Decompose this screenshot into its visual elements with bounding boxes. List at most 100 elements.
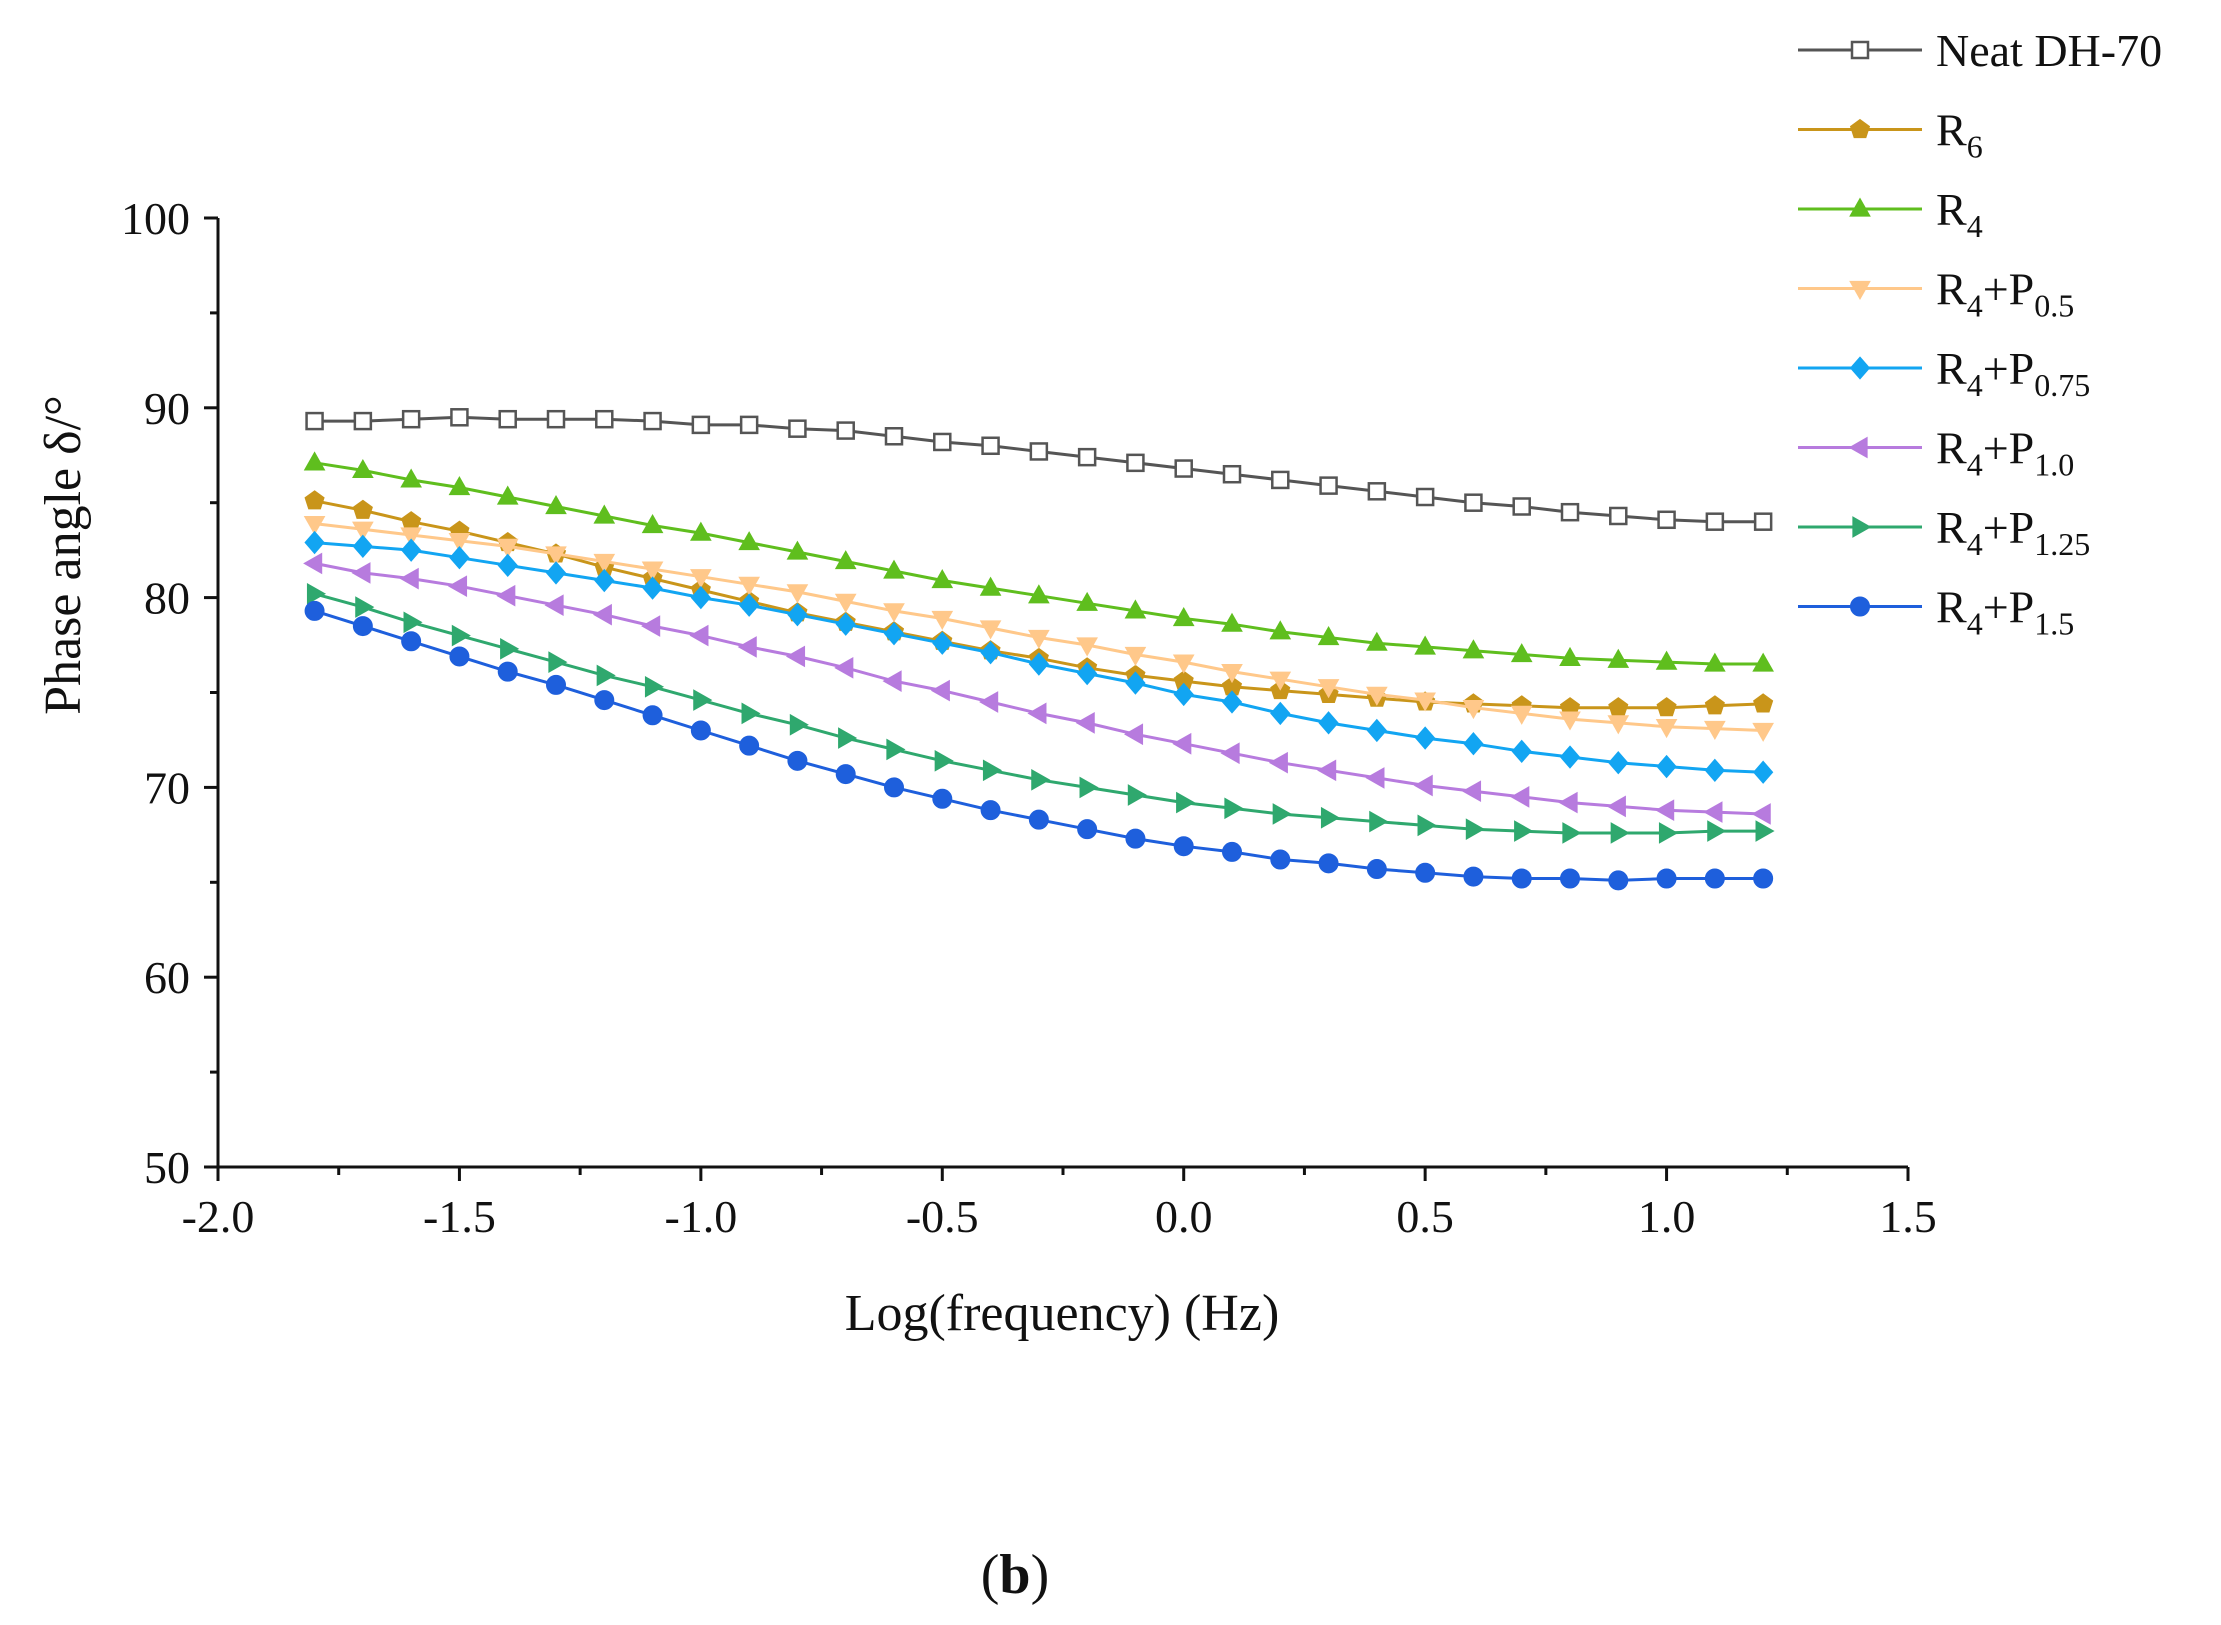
data-point [787,602,808,627]
data-point [931,569,954,589]
legend: Neat DH-70R6R4R4+P0.5R4+P0.75R4+P1.0R4+P… [1798,25,2162,642]
data-point [930,679,950,702]
x-tick-label: 0.5 [1396,1191,1454,1242]
data-point [834,656,854,679]
data-point [1465,818,1485,840]
data-point [1076,637,1098,657]
data-point [836,421,855,440]
data-point [1609,506,1628,526]
data-point [1123,723,1144,746]
data-point [1317,679,1340,699]
series-line [314,415,1764,524]
panel-label-close: ) [1031,1544,1050,1606]
data-point [1270,849,1291,870]
data-point [1079,776,1099,799]
data-point [934,749,954,772]
data-point [1172,654,1195,674]
data-point [1705,512,1725,531]
series-r4-p0-5 [303,515,1774,742]
data-point [447,575,468,598]
legend-label-sub2: 1.25 [2034,526,2090,562]
data-point [352,534,374,559]
data-point [496,538,519,558]
data-point [1029,442,1049,461]
panel-label-letter: b [999,1544,1030,1606]
legend-label-main: R [1936,423,1967,474]
data-point [689,624,709,647]
legend-label-sub: 4 [1967,208,1983,244]
data-point [932,631,953,655]
data-point [739,415,759,435]
data-point [1658,822,1679,844]
data-point [305,411,324,431]
data-point [1414,692,1436,712]
data-point [1510,705,1533,725]
x-axis-title: Log(frequency) (Hz) [845,1285,1280,1342]
data-point [546,674,566,695]
data-point [1031,768,1051,791]
data-point [400,538,422,562]
data-point [980,640,1001,665]
legend-item-r4: R4 [1798,184,1983,244]
data-point [1655,799,1675,822]
data-point [785,645,806,668]
legend-label-sub: 4 [1967,288,1983,324]
data-point [1220,742,1240,765]
data-point [1511,739,1532,764]
data-point [593,553,616,574]
data-point [1656,868,1677,889]
legend-marker [1849,356,1871,380]
data-point [1560,502,1580,522]
data-point [450,408,469,427]
data-point [1753,512,1773,531]
data-point [304,530,325,555]
data-point [1753,693,1774,713]
legend-label-main: R [1936,502,1967,553]
data-point [980,800,1001,821]
legend-label-rest: +P [1983,264,2035,315]
legend-label-sub2: 0.75 [2034,367,2090,403]
data-point [932,788,953,809]
data-point [642,576,663,600]
legend-label-sub: 4 [1967,526,1983,562]
data-point [1463,732,1484,756]
y-tick-label: 70 [144,762,190,813]
legend-label-main: R [1936,343,1967,394]
legend-label-main: R [1936,264,1967,315]
legend-label-sub: 4 [1967,447,1983,483]
data-point [1657,510,1676,530]
data-point [1124,599,1147,619]
data-point [641,561,664,581]
data-point [545,495,567,515]
legend-marker [1852,516,1872,538]
data-point [1126,453,1145,473]
data-point [352,458,374,479]
data-point [498,409,517,429]
series-layer [303,408,1775,891]
data-point [500,638,520,660]
data-point [1606,795,1626,818]
data-point [1028,629,1050,649]
legend-label: R4 [1936,184,1983,244]
x-tick-label: 0.0 [1155,1191,1213,1242]
data-point [1125,671,1146,695]
data-point [1222,464,1242,484]
data-point [497,661,518,682]
data-point [1514,820,1534,842]
legend-label: Neat DH-70 [1936,25,2162,76]
data-point [1272,803,1292,825]
data-point [353,411,373,431]
data-point [1125,828,1146,849]
legend-marker [1848,436,1868,459]
data-point [1560,868,1580,889]
data-point [788,419,807,438]
legend-label-main: R [1936,105,1967,156]
data-point [401,631,422,652]
data-point [595,409,614,429]
data-point [1369,810,1389,833]
data-point [596,664,616,687]
data-point [1656,697,1677,717]
data-point [1704,695,1725,715]
legend-label-sub2: 1.5 [2034,606,2074,642]
